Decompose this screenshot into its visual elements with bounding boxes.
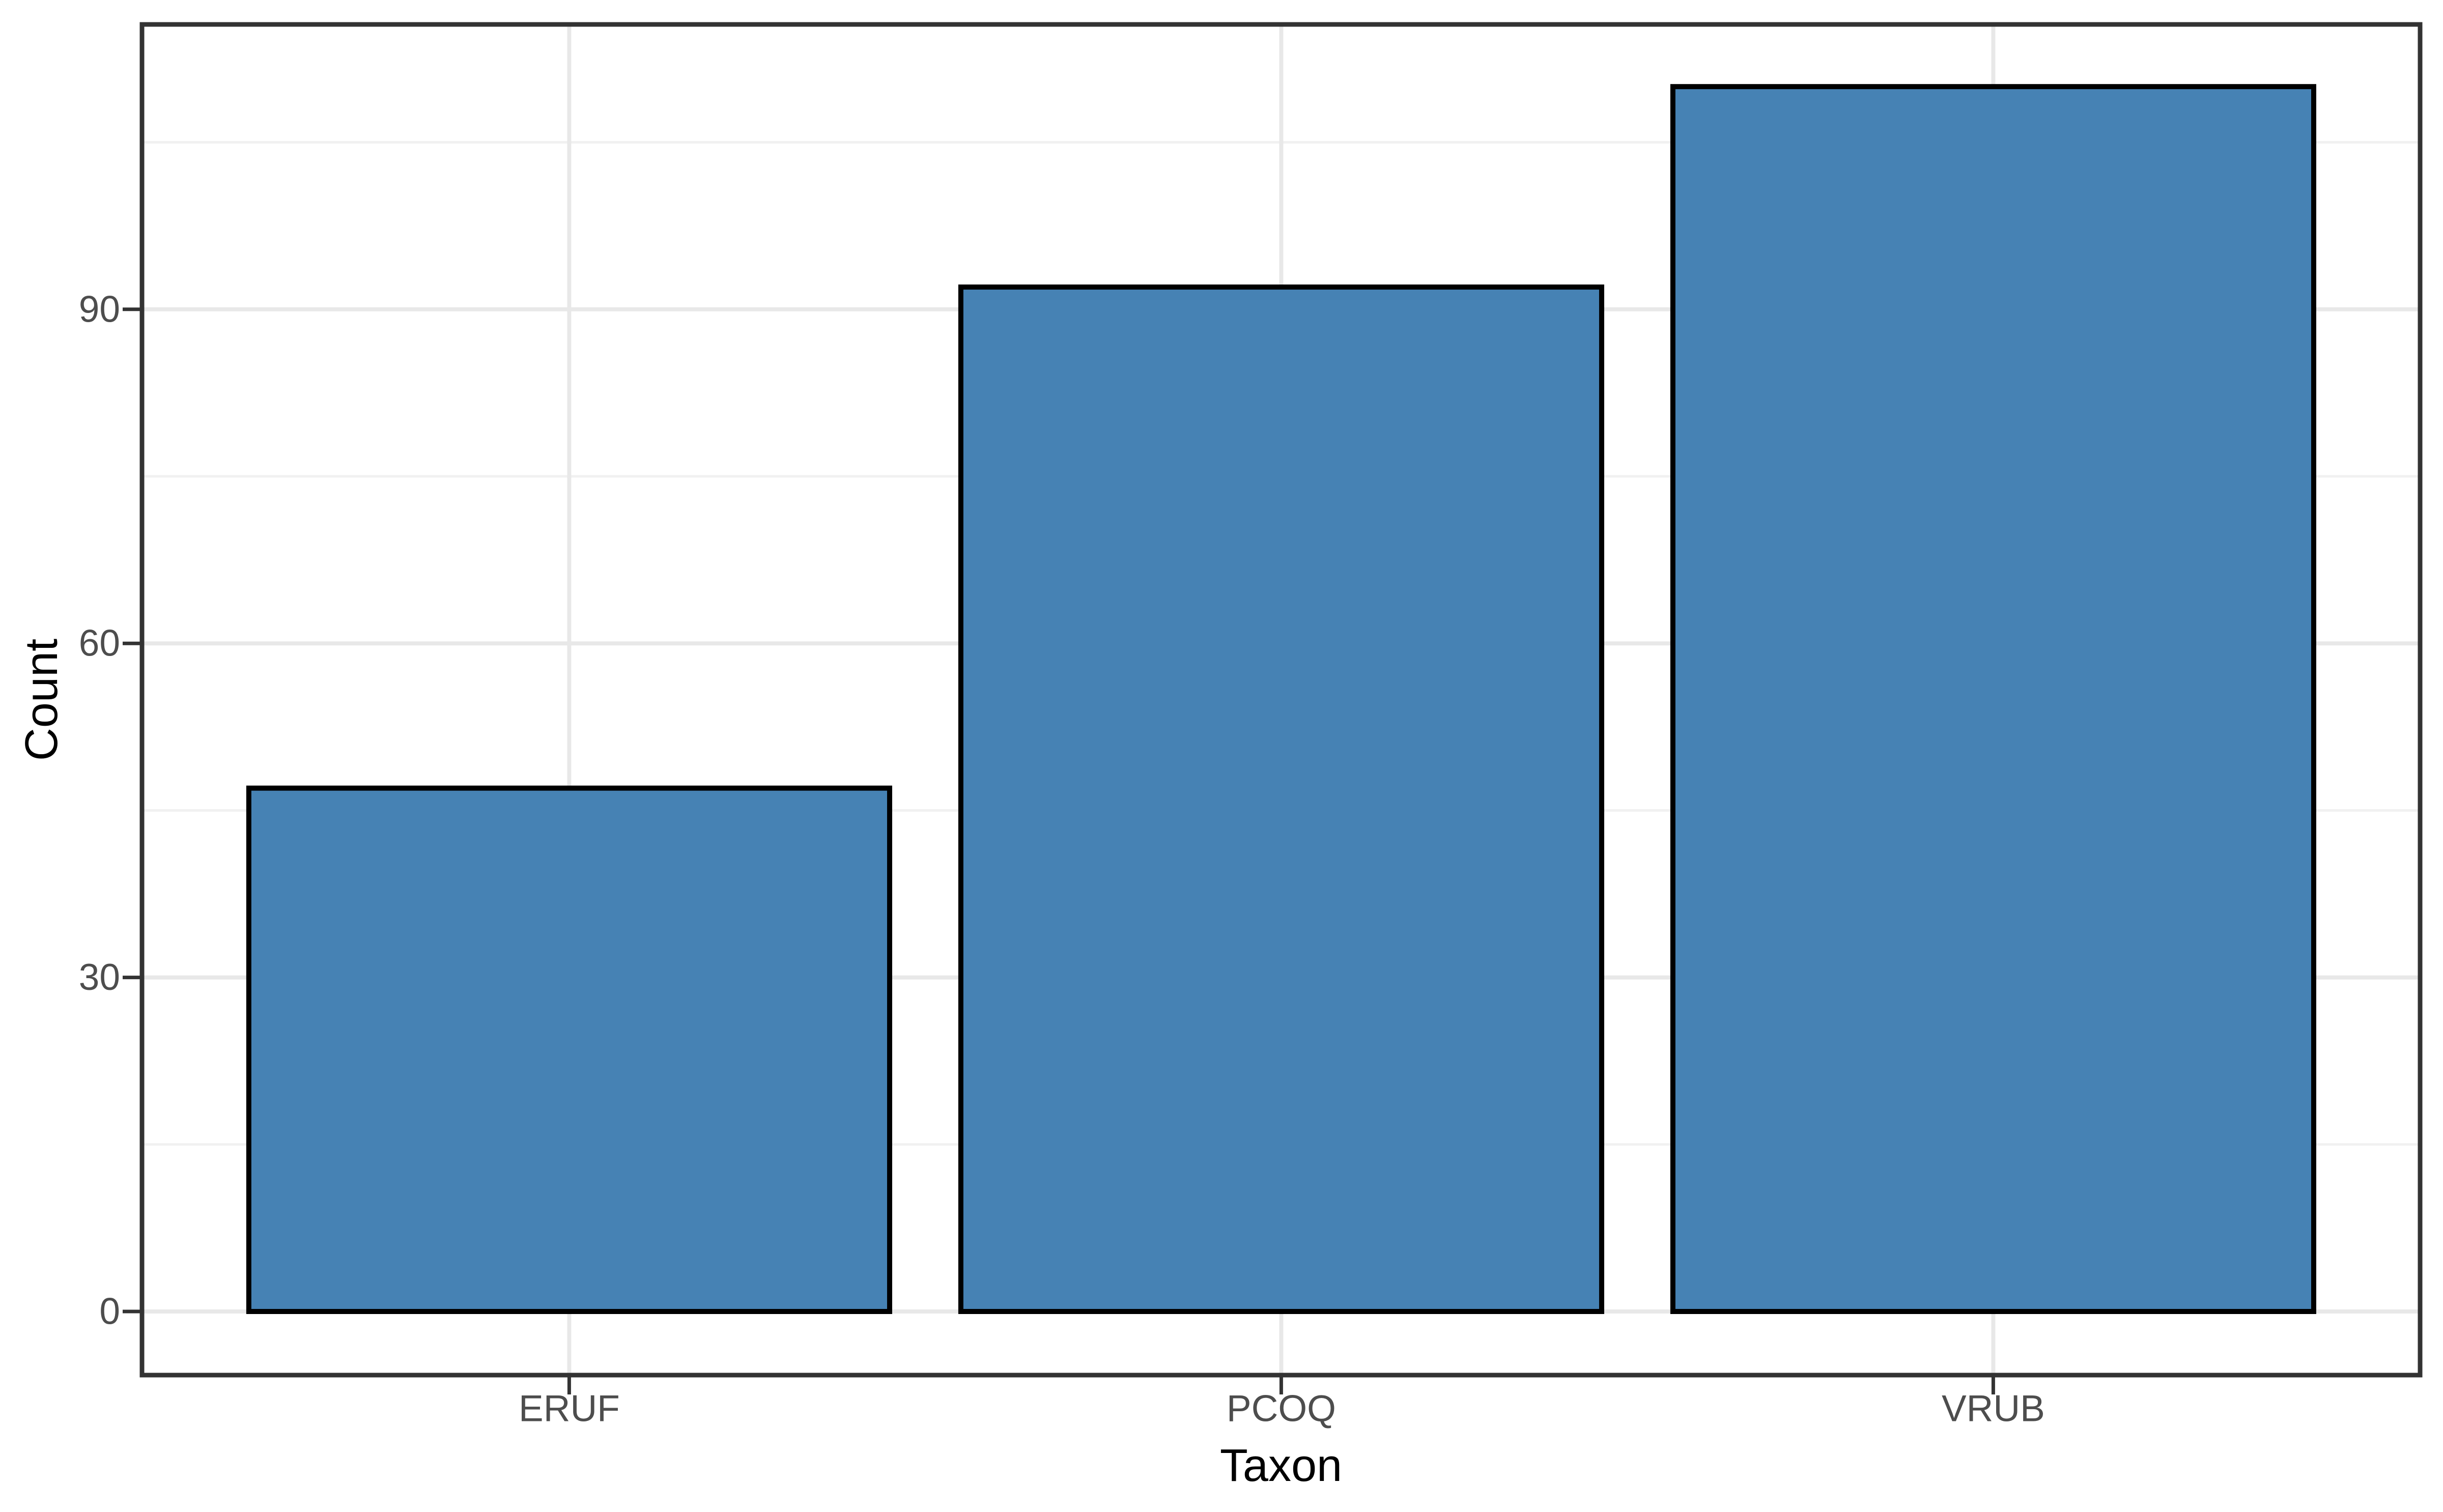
x-tick-label: PCOQ <box>1227 1388 1336 1430</box>
y-tick-label: 90 <box>79 289 120 330</box>
bar-vrub <box>1670 84 2316 1315</box>
axis-tick-labels: 0 30 60 90 ERUF PCOQ VRUB <box>79 289 2045 1429</box>
x-tick-label: VRUB <box>1942 1388 2045 1430</box>
bar-eruf <box>246 785 892 1314</box>
x-axis-title: Taxon <box>1220 1440 1342 1491</box>
x-tick-label: ERUF <box>519 1388 620 1430</box>
y-axis-title: Count <box>16 639 67 761</box>
axis-tick-marks <box>123 307 1995 1394</box>
y-tick-label: 30 <box>79 957 120 998</box>
bar-pcoq <box>958 284 1604 1314</box>
y-tick-label: 60 <box>79 623 120 664</box>
bar-series <box>246 84 2316 1315</box>
y-tick-label: 0 <box>99 1291 120 1332</box>
